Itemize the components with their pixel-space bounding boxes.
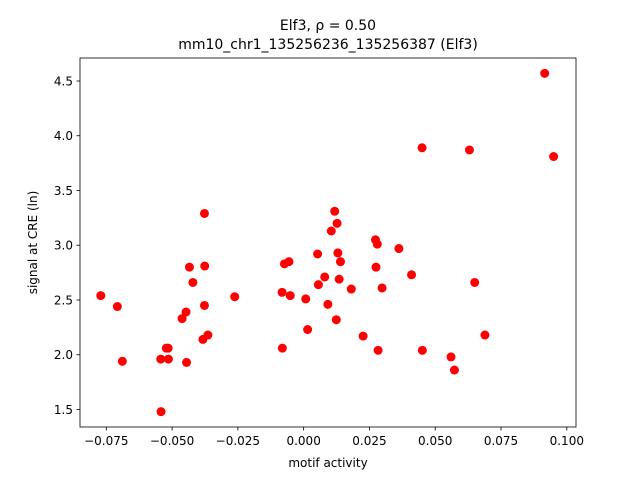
scatter-point — [156, 407, 166, 417]
scatter-point — [373, 345, 383, 355]
scatter-point — [446, 352, 456, 362]
scatter-point — [285, 291, 295, 301]
x-tick-label: 0.075 — [484, 434, 518, 448]
scatter-point — [199, 208, 209, 218]
scatter-point — [117, 356, 127, 366]
scatter-point — [181, 307, 191, 317]
scatter-point — [163, 343, 173, 353]
x-tick-label: −0.075 — [84, 434, 128, 448]
scatter-point — [464, 145, 474, 155]
scatter-point — [371, 262, 381, 272]
scatter-point — [303, 325, 313, 335]
scatter-point — [284, 257, 294, 267]
y-tick-label: 3.0 — [54, 239, 73, 253]
scatter-point — [470, 277, 480, 287]
x-tick-label: −0.025 — [216, 434, 260, 448]
plot-area-frame — [79, 57, 577, 428]
scatter-point — [320, 272, 330, 282]
scatter-point — [335, 257, 345, 267]
scatter-point — [323, 299, 333, 309]
x-tick-label: 0.025 — [352, 434, 386, 448]
scatter-point — [407, 270, 417, 280]
x-axis-label: motif activity — [288, 456, 367, 470]
scatter-point — [163, 354, 173, 364]
scatter-point — [417, 345, 427, 355]
scatter-point — [301, 294, 311, 304]
x-tick-label: 0.100 — [550, 434, 584, 448]
y-tick-label: 4.5 — [54, 74, 73, 88]
scatter-point — [313, 249, 323, 259]
scatter-point — [277, 287, 287, 297]
scatter-point — [203, 330, 213, 340]
scatter-point — [182, 357, 192, 367]
scatter-point — [277, 343, 287, 353]
scatter-point — [334, 274, 344, 284]
scatter-point — [184, 262, 194, 272]
scatter-point — [331, 315, 341, 325]
scatter-point — [156, 354, 166, 364]
scatter-point — [326, 226, 336, 236]
scatter-point — [199, 300, 209, 310]
scatter-point — [313, 280, 323, 290]
scatter-point — [372, 239, 382, 249]
x-axis-ticks: −0.075 −0.050 −0.025 0.000 0.025 0.050 0.075 0.… — [84, 427, 584, 448]
scatter-point — [230, 292, 240, 302]
y-axis-label: signal at CRE (ln) — [26, 191, 40, 295]
x-tick-label: 0.050 — [418, 434, 452, 448]
scatter-point — [330, 206, 340, 216]
scatter-point — [112, 302, 122, 312]
x-tick-label: 0.000 — [286, 434, 320, 448]
x-tick-label: −0.050 — [150, 434, 194, 448]
chart-title-line2: mm10_chr1_135256236_135256387 (Elf3) — [178, 37, 478, 53]
chart-title-line1: Elf3, ρ = 0.50 — [280, 18, 376, 34]
y-tick-label: 1.5 — [54, 403, 73, 417]
scatter-point — [200, 261, 210, 271]
scatter-point — [332, 218, 342, 228]
scatter-point — [394, 244, 404, 254]
scatter-point — [177, 314, 187, 324]
y-tick-label: 4.0 — [54, 129, 73, 143]
y-axis-ticks: 1.5 2.0 2.5 3.0 3.5 4.0 4.5 — [54, 74, 80, 417]
y-tick-label: 3.5 — [54, 184, 73, 198]
scatter-point — [549, 152, 559, 162]
scatter-point — [417, 143, 427, 153]
data-points — [96, 68, 559, 417]
y-tick-label: 2.0 — [54, 348, 73, 362]
scatter-point — [358, 331, 368, 341]
scatter-point — [346, 284, 356, 294]
scatter-point — [480, 330, 490, 340]
scatter-point — [449, 365, 459, 375]
scatter-point — [96, 291, 106, 301]
scatter-point — [377, 283, 387, 293]
y-tick-label: 2.5 — [54, 293, 73, 307]
scatter-point — [540, 68, 550, 78]
scatter-point — [333, 248, 343, 258]
scatter-point — [188, 277, 198, 287]
